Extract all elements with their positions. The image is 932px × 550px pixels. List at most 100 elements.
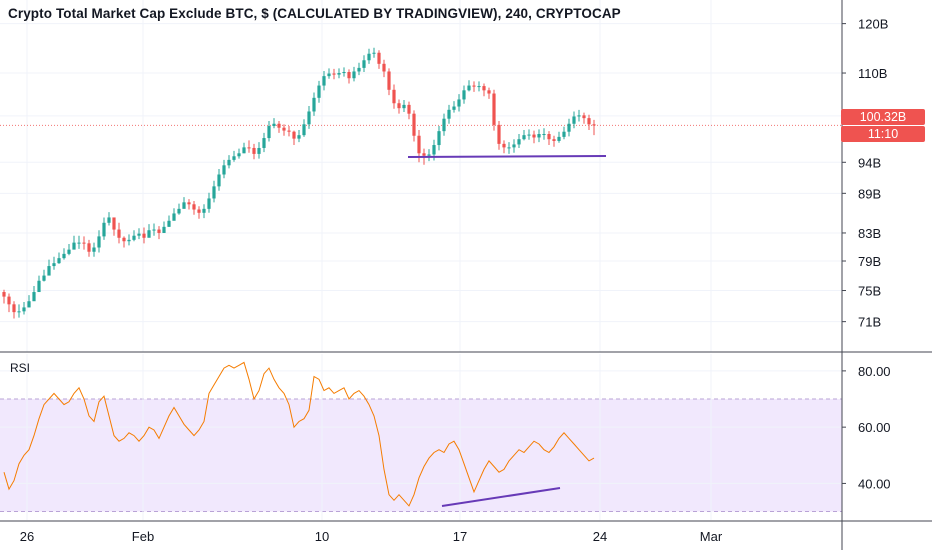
candle-body — [277, 123, 281, 128]
candle — [487, 87, 491, 99]
candle-body — [212, 186, 216, 199]
candle — [572, 111, 576, 129]
candle-body — [92, 247, 96, 252]
candle-body — [527, 134, 531, 136]
bar-countdown-tag: 11:10 — [841, 126, 925, 142]
candle — [472, 81, 476, 92]
candle-body — [117, 229, 121, 238]
candle — [337, 68, 341, 79]
candle — [507, 142, 511, 154]
candle-body — [572, 116, 576, 124]
candle — [492, 89, 496, 131]
candle — [377, 50, 381, 69]
candle — [567, 118, 571, 137]
candle — [262, 132, 266, 153]
price-axis-labels[interactable]: 120B110B102B94B89B83B79B75B71B — [842, 17, 888, 330]
candle — [502, 140, 506, 154]
candle-body — [487, 90, 491, 94]
rsi-axis-labels[interactable]: 80.00 60.00 40.00 — [842, 364, 891, 492]
candle — [562, 126, 566, 140]
candle — [527, 129, 531, 140]
time-axis-labels[interactable]: 26 Feb 10 17 24 Mar — [20, 529, 723, 544]
last-price-tag: 100.32B — [841, 109, 925, 125]
candle — [192, 201, 196, 215]
candle-body — [407, 104, 411, 114]
candle — [12, 301, 16, 319]
candle — [92, 242, 96, 257]
candle — [252, 143, 256, 160]
candle-body — [282, 127, 286, 131]
price-axis-label: 75B — [858, 284, 881, 299]
candle-body — [342, 71, 346, 74]
trendline-drawings[interactable] — [407, 155, 607, 507]
candle-body — [242, 147, 246, 154]
candle — [57, 252, 61, 264]
candle — [317, 80, 321, 103]
candle-body — [417, 135, 421, 154]
candle — [412, 110, 416, 142]
rsi-divergence-trendline — [441, 487, 561, 507]
candle-body — [82, 242, 86, 244]
candle-body — [457, 99, 461, 107]
candle — [457, 94, 461, 112]
rsi-line[interactable] — [3, 361, 595, 507]
candle — [327, 68, 331, 79]
candle-body — [267, 126, 271, 139]
candle-body — [152, 229, 156, 231]
candle — [242, 142, 246, 154]
candle — [382, 59, 386, 78]
candle — [452, 101, 456, 113]
price-axis-label: 89B — [858, 186, 881, 201]
candle-body — [512, 144, 516, 148]
candle — [402, 99, 406, 113]
candle-body — [547, 134, 551, 140]
candle — [97, 230, 101, 253]
candle — [222, 159, 226, 179]
candle — [182, 197, 186, 209]
candle-body — [197, 209, 201, 213]
candle — [372, 47, 376, 58]
candle — [307, 105, 311, 129]
candle-body — [237, 153, 241, 157]
chart-title: Crypto Total Market Cap Exclude BTC, $ (… — [8, 6, 621, 21]
candle-body — [252, 147, 256, 154]
candle — [437, 126, 441, 151]
candle-body — [232, 156, 236, 160]
candle-body — [352, 71, 356, 79]
candle — [22, 301, 26, 315]
candle-body — [287, 130, 291, 132]
rsi-band-fill — [0, 399, 842, 512]
candle — [312, 92, 316, 116]
candle — [272, 118, 276, 129]
price-pane-grid — [0, 0, 842, 352]
candle — [122, 236, 126, 248]
candle-body — [332, 73, 336, 75]
time-axis-label: Mar — [700, 529, 723, 544]
candle-body — [167, 220, 171, 227]
candle-body — [292, 131, 296, 139]
candle — [322, 70, 326, 91]
rsi-pane-label[interactable]: RSI — [10, 361, 31, 375]
candle — [537, 129, 541, 143]
candles[interactable] — [2, 47, 596, 319]
time-axis-label: 17 — [453, 529, 467, 544]
candle-body — [442, 118, 446, 132]
candle — [72, 235, 76, 250]
candle — [197, 206, 201, 219]
candle-body — [22, 307, 26, 312]
rsi-axis-label: 80.00 — [858, 364, 891, 379]
candle — [352, 66, 356, 82]
candle — [282, 124, 286, 136]
candle-body — [492, 93, 496, 125]
rsi-pane-grid — [0, 354, 842, 520]
candle-body — [137, 233, 141, 236]
candle — [107, 212, 111, 226]
candle-body — [447, 109, 451, 119]
candle — [517, 134, 521, 148]
candle — [462, 85, 466, 104]
candle — [362, 55, 366, 72]
candle-body — [202, 208, 206, 213]
candle — [2, 289, 6, 304]
rsi-axis-label: 60.00 — [858, 420, 891, 435]
